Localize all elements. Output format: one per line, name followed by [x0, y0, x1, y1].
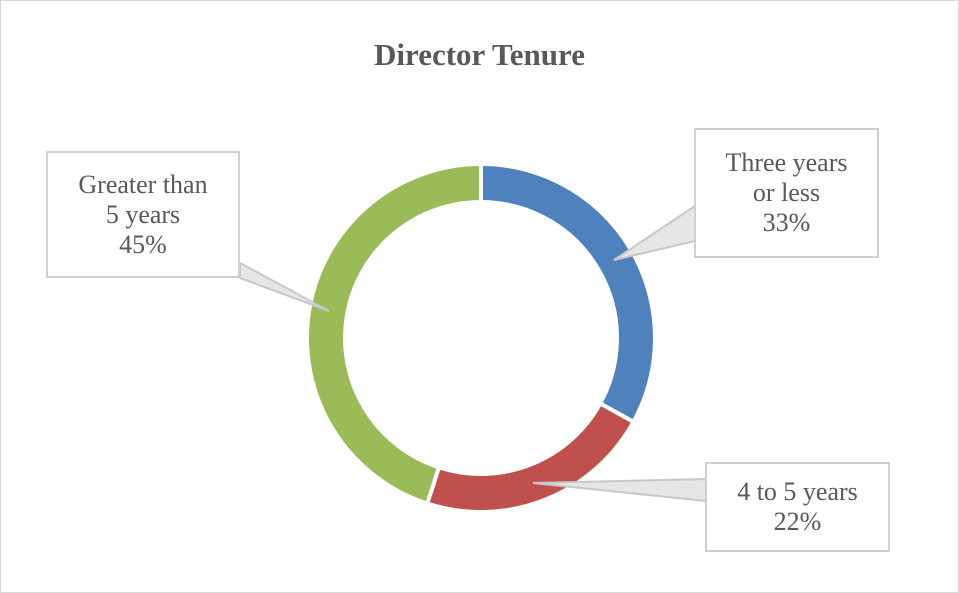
label-percent: 22%: [773, 507, 822, 536]
data-label-greater-than-5: Greater than 5 years 45%: [46, 151, 240, 278]
leader-three-years: [613, 204, 696, 261]
label-line: or less: [752, 178, 821, 207]
label-percent: 33%: [762, 208, 811, 237]
label-percent: 45%: [119, 229, 167, 259]
chart-title: Director Tenure: [374, 37, 585, 72]
data-label-4-to-5-years: 4 to 5 years 22%: [705, 462, 890, 552]
slice-three-years: [479, 161, 657, 425]
leader-greater-than-5: [239, 261, 330, 312]
label-line: Greater than: [78, 169, 208, 199]
label-line: 5 years: [105, 199, 181, 229]
data-label-three-years: Three years or less 33%: [694, 128, 879, 258]
label-line: Three years: [725, 148, 848, 177]
label-line: 4 to 5 years: [737, 477, 858, 506]
slice-greater-than-5: [305, 161, 483, 507]
slice-4-to-5-years: [424, 400, 637, 514]
